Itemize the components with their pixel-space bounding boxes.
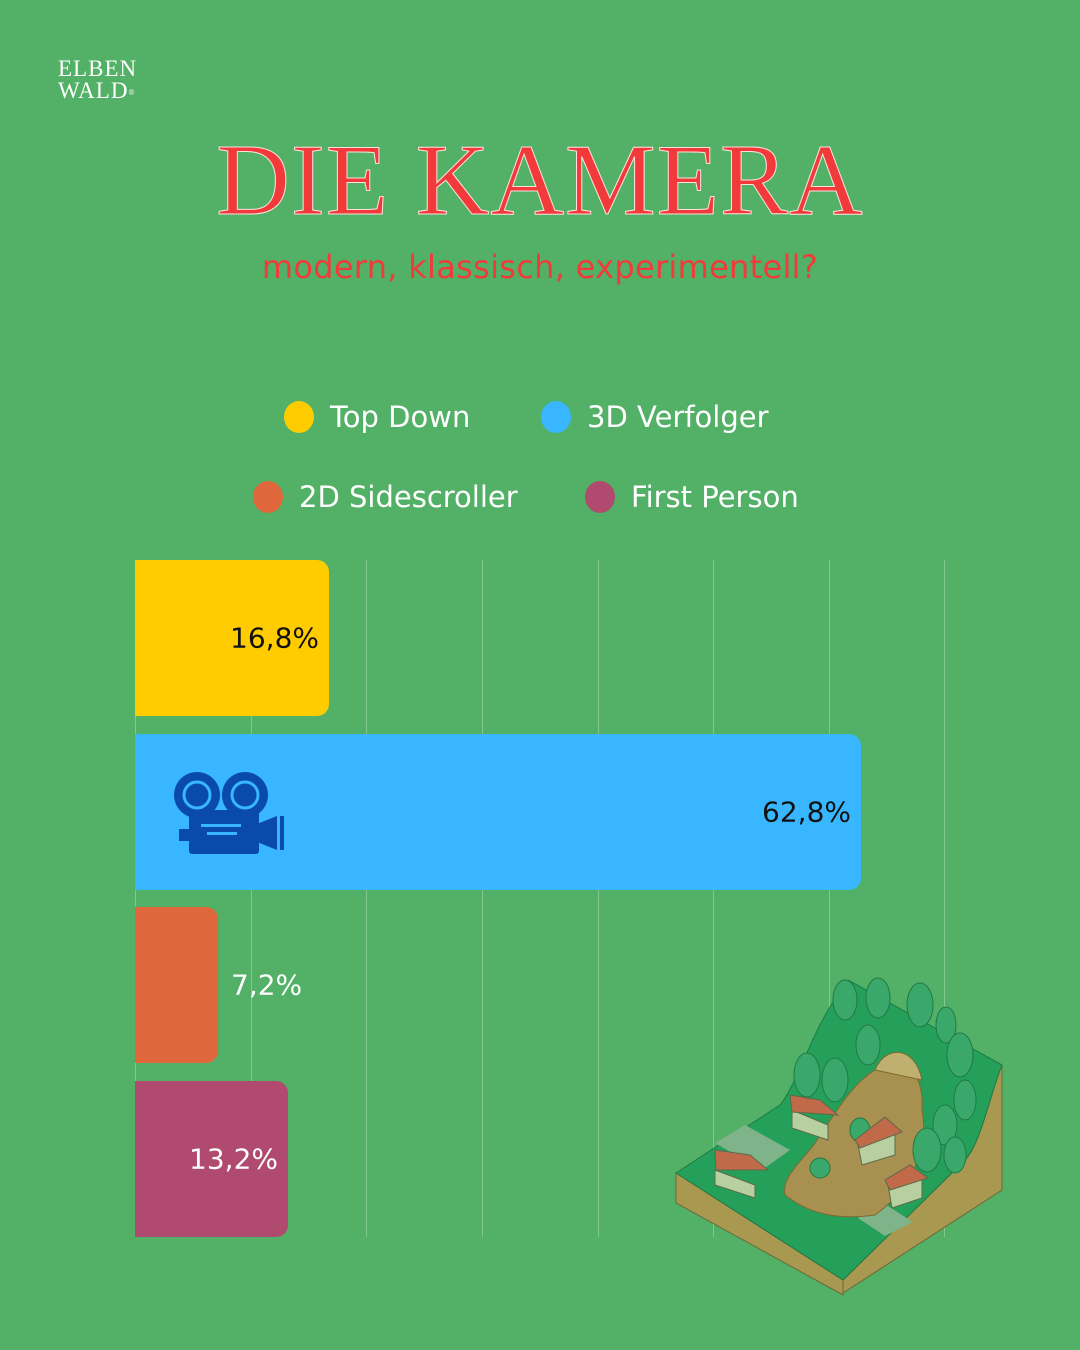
bar-value-label: 62,8% bbox=[762, 795, 851, 829]
legend-label: 3D Verfolger bbox=[587, 400, 769, 434]
page-title: DIE KAMERA bbox=[216, 124, 864, 237]
bar-first-person: 13,2% bbox=[135, 1081, 288, 1237]
legend-item-first-person: First Person bbox=[585, 480, 799, 514]
legend-label: 2D Sidescroller bbox=[299, 480, 518, 514]
bar-value-label: 16,8% bbox=[230, 621, 319, 655]
bar-2d-sidescroller: 7,2% bbox=[135, 907, 302, 1063]
gridline bbox=[713, 560, 714, 1237]
gridline bbox=[829, 560, 830, 1237]
movie-camera-icon bbox=[174, 772, 284, 854]
gridline bbox=[135, 560, 136, 1237]
gridline bbox=[944, 560, 945, 1237]
legend-label: Top Down bbox=[330, 400, 471, 434]
page-subtitle: modern, klassisch, experimentell? bbox=[261, 248, 819, 286]
brand-logo: ELBEN WALD® bbox=[58, 56, 138, 103]
legend-dot-yellow bbox=[284, 401, 314, 433]
legend-dot-magenta bbox=[585, 481, 615, 513]
gridline bbox=[366, 560, 367, 1237]
legend-item-2d-sidescroller: 2D Sidescroller bbox=[253, 480, 518, 514]
bar-value-label: 7,2% bbox=[231, 968, 303, 1002]
gridline bbox=[482, 560, 483, 1237]
gridline bbox=[598, 560, 599, 1237]
landslide-village-illustration bbox=[675, 977, 1003, 1296]
bar-3d-verfolger: 62,8% bbox=[135, 734, 861, 890]
legend-label: First Person bbox=[631, 480, 799, 514]
brand-line2: WALD® bbox=[58, 78, 136, 103]
bar-value-label: 13,2% bbox=[189, 1142, 278, 1176]
legend-item-top-down: Top Down bbox=[284, 400, 470, 434]
legend-dot-orange bbox=[253, 481, 283, 513]
gridline bbox=[251, 560, 252, 1237]
bar-top-down: 16,8% bbox=[135, 560, 329, 716]
legend-dot-blue bbox=[541, 401, 571, 433]
legend-item-3d-verfolger: 3D Verfolger bbox=[541, 400, 769, 434]
brand-line1: ELBEN bbox=[58, 56, 138, 81]
